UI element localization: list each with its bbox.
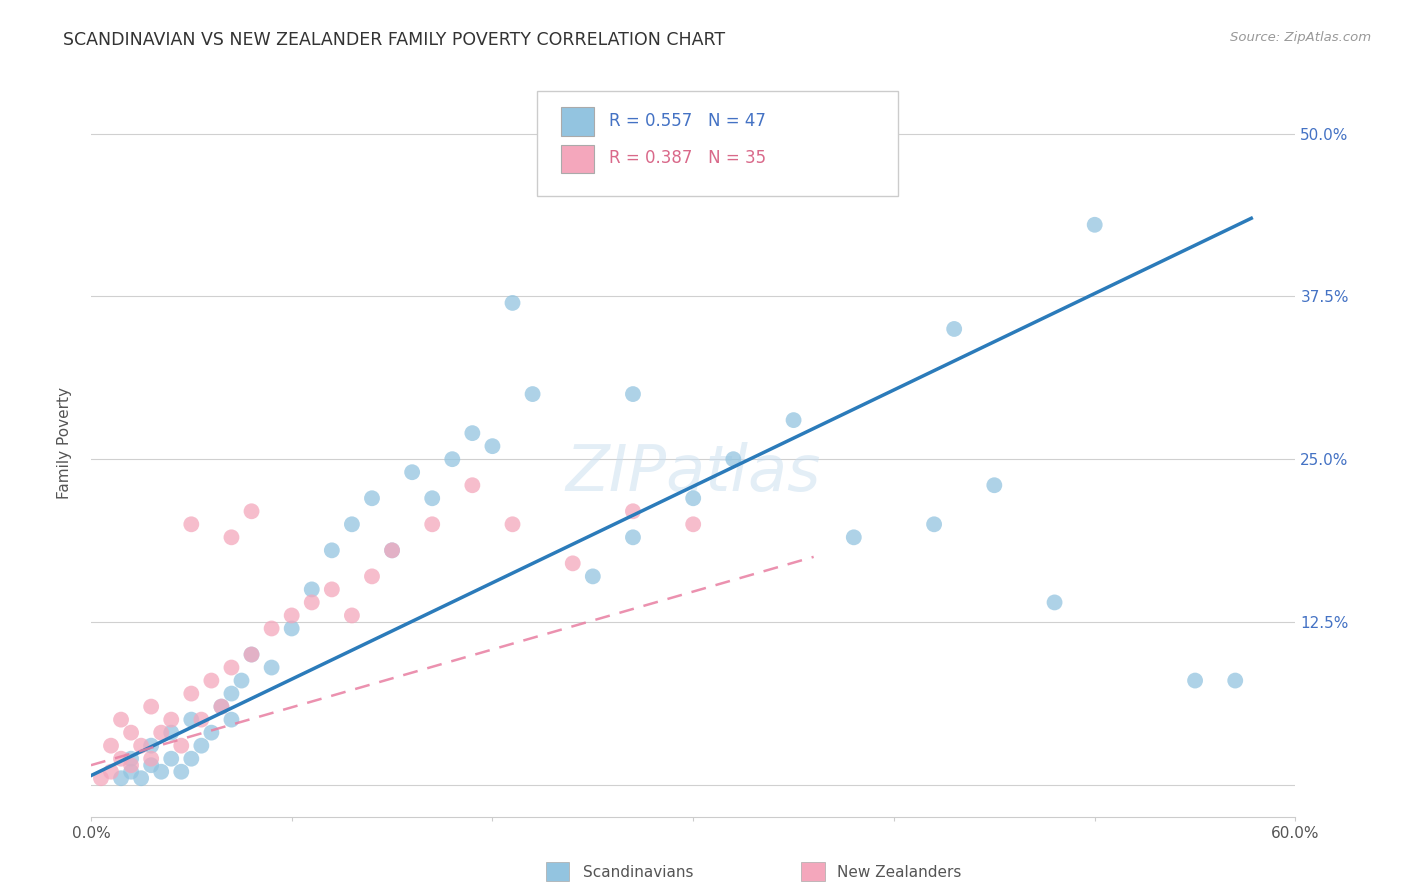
Point bbox=[280, 622, 302, 636]
Point bbox=[621, 530, 644, 544]
Point bbox=[180, 517, 202, 532]
Point bbox=[301, 582, 323, 597]
Point bbox=[321, 582, 343, 597]
Point bbox=[120, 752, 142, 766]
Point bbox=[682, 491, 704, 506]
Point bbox=[943, 322, 966, 336]
FancyBboxPatch shape bbox=[537, 91, 898, 196]
Point bbox=[782, 413, 804, 427]
Point bbox=[209, 699, 232, 714]
Point bbox=[180, 713, 202, 727]
Point bbox=[1043, 595, 1066, 609]
Point bbox=[141, 739, 163, 753]
Point bbox=[150, 725, 173, 739]
Point bbox=[170, 764, 193, 779]
Point bbox=[420, 517, 443, 532]
Point bbox=[301, 595, 323, 609]
Point bbox=[200, 673, 222, 688]
Point bbox=[522, 387, 544, 401]
Text: SCANDINAVIAN VS NEW ZEALANDER FAMILY POVERTY CORRELATION CHART: SCANDINAVIAN VS NEW ZEALANDER FAMILY POV… bbox=[63, 31, 725, 49]
Point bbox=[340, 608, 363, 623]
Point bbox=[141, 758, 163, 772]
Text: Source: ZipAtlas.com: Source: ZipAtlas.com bbox=[1230, 31, 1371, 45]
Point bbox=[221, 660, 243, 674]
Point bbox=[160, 713, 183, 727]
Point bbox=[100, 739, 122, 753]
Point bbox=[141, 699, 163, 714]
Point bbox=[120, 725, 142, 739]
Point bbox=[180, 687, 202, 701]
Text: Scandinavians: Scandinavians bbox=[583, 865, 695, 880]
Point bbox=[120, 758, 142, 772]
Point bbox=[110, 713, 132, 727]
Point bbox=[1225, 673, 1247, 688]
Point bbox=[361, 569, 384, 583]
Point bbox=[100, 764, 122, 779]
FancyBboxPatch shape bbox=[561, 107, 595, 136]
Point bbox=[461, 426, 484, 441]
Point bbox=[321, 543, 343, 558]
FancyBboxPatch shape bbox=[561, 145, 595, 173]
Point bbox=[682, 517, 704, 532]
Point bbox=[461, 478, 484, 492]
Point bbox=[160, 752, 183, 766]
Point bbox=[502, 517, 524, 532]
Point bbox=[240, 504, 263, 518]
Point bbox=[110, 771, 132, 785]
Point bbox=[141, 752, 163, 766]
Text: R = 0.557   N = 47: R = 0.557 N = 47 bbox=[609, 112, 766, 130]
Text: ZIPatlas: ZIPatlas bbox=[565, 442, 821, 504]
Point bbox=[361, 491, 384, 506]
Point bbox=[381, 543, 404, 558]
Y-axis label: Family Poverty: Family Poverty bbox=[58, 387, 72, 499]
Text: New Zealanders: New Zealanders bbox=[837, 865, 960, 880]
Point bbox=[381, 543, 404, 558]
Point bbox=[260, 622, 283, 636]
Point bbox=[221, 530, 243, 544]
Point bbox=[481, 439, 503, 453]
Point bbox=[160, 725, 183, 739]
Point bbox=[922, 517, 945, 532]
Point bbox=[129, 739, 152, 753]
Point bbox=[1184, 673, 1206, 688]
Point bbox=[200, 725, 222, 739]
Point bbox=[502, 296, 524, 310]
Point bbox=[110, 752, 132, 766]
Point bbox=[221, 713, 243, 727]
Point bbox=[120, 764, 142, 779]
Point bbox=[401, 465, 423, 479]
Point bbox=[240, 648, 263, 662]
Point bbox=[90, 771, 112, 785]
Point bbox=[190, 739, 212, 753]
Point bbox=[420, 491, 443, 506]
Point bbox=[1084, 218, 1107, 232]
Point bbox=[209, 699, 232, 714]
Point bbox=[280, 608, 302, 623]
Point bbox=[582, 569, 605, 583]
Point bbox=[129, 771, 152, 785]
Point bbox=[561, 557, 583, 571]
Point bbox=[441, 452, 464, 467]
Point bbox=[180, 752, 202, 766]
Point bbox=[150, 764, 173, 779]
Point bbox=[231, 673, 253, 688]
Point bbox=[190, 713, 212, 727]
Point bbox=[983, 478, 1005, 492]
Point bbox=[340, 517, 363, 532]
Point bbox=[240, 648, 263, 662]
Point bbox=[621, 504, 644, 518]
Point bbox=[221, 687, 243, 701]
Text: R = 0.387   N = 35: R = 0.387 N = 35 bbox=[609, 149, 766, 168]
Point bbox=[842, 530, 865, 544]
Point bbox=[260, 660, 283, 674]
Point bbox=[723, 452, 745, 467]
Point bbox=[170, 739, 193, 753]
Point bbox=[621, 387, 644, 401]
